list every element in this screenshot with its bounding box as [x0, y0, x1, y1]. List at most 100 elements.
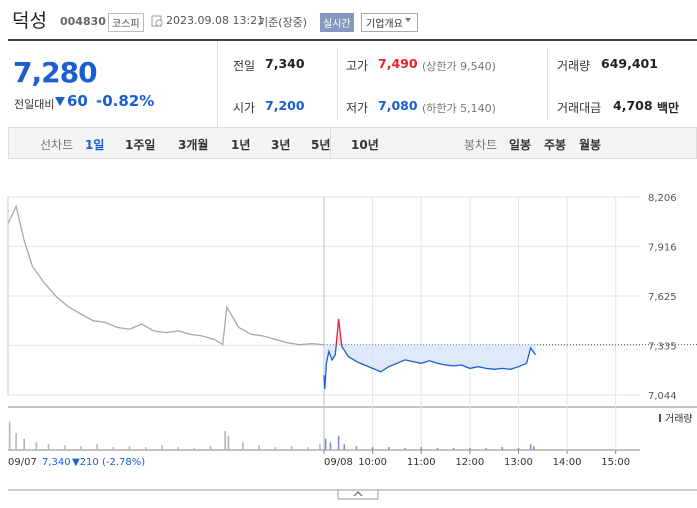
x-tick-label: 09/08	[324, 457, 353, 468]
collapse-button[interactable]	[337, 489, 379, 500]
volume-label: 거래량	[665, 413, 693, 425]
volume-bar	[452, 448, 455, 450]
volume-bar	[533, 446, 535, 450]
tab[interactable]: 1주일	[125, 138, 156, 152]
y-tick-label: 7,044	[648, 391, 677, 402]
volume-bar	[319, 444, 321, 450]
volume-bar	[337, 435, 340, 450]
stat-value: 7,340	[265, 56, 305, 71]
prev-date: 09/07	[8, 457, 37, 468]
volume-bar	[96, 444, 98, 450]
collapse-caret	[353, 491, 363, 497]
stat-value: 7,490	[378, 56, 418, 71]
x-tick-label: 12:00	[455, 457, 484, 468]
divider	[330, 128, 331, 158]
market-badge: 코스피	[108, 13, 144, 32]
stat-unit: 백만	[657, 101, 680, 115]
volume-legend-swatch	[659, 414, 661, 422]
stat-label: 거래대금	[557, 101, 602, 115]
volume-bar	[529, 444, 532, 450]
stat-value: 7,080	[378, 98, 418, 113]
tab-group-label: 선차트	[40, 138, 74, 152]
stat-label: 거래량	[557, 59, 591, 73]
stat-sub: (상한가 9,540)	[422, 60, 496, 73]
volume-bar	[15, 432, 17, 450]
volume-bar	[290, 446, 293, 450]
area-fill	[324, 319, 536, 389]
change-percent: -0.82%	[96, 92, 155, 110]
realtime-badge[interactable]: 실시간	[320, 13, 354, 32]
tab[interactable]: 3년	[271, 138, 291, 152]
volume-bar	[35, 442, 38, 450]
volume-bar	[355, 446, 358, 450]
stat-value: 4,708	[613, 98, 653, 113]
stat-sub: (하한가 5,140)	[422, 102, 496, 115]
volume-bar	[485, 448, 487, 450]
volume-bar	[404, 448, 406, 450]
volume-bar	[224, 431, 226, 450]
volume-bar	[63, 445, 66, 450]
volume-bar	[23, 438, 26, 450]
volume-bar	[227, 435, 230, 450]
volume-bar	[420, 447, 423, 450]
tab-group-label: 봉차트	[464, 138, 498, 152]
caret	[405, 18, 411, 22]
current-price: 7,280	[13, 56, 98, 89]
x-tick-label: 15:00	[601, 457, 630, 468]
volume-bar	[258, 445, 260, 450]
prev-close: 7,340	[42, 457, 71, 468]
volume-bar	[128, 446, 131, 450]
stat-value: 7,200	[265, 98, 305, 113]
stat-label: 시가	[233, 101, 256, 115]
volume-bar	[329, 442, 332, 450]
stock-code: 004830	[60, 15, 106, 28]
volume-bar	[436, 448, 439, 450]
divider	[337, 48, 338, 120]
volume-bar	[324, 438, 327, 450]
x-tick-label: 13:00	[504, 457, 533, 468]
volume-bar	[8, 421, 11, 450]
change-label: 전일대비	[14, 98, 55, 111]
tab[interactable]: 1년	[231, 138, 251, 152]
tab[interactable]: 5년	[311, 138, 331, 152]
volume-bar	[469, 448, 471, 450]
company-info-button[interactable]: 기업개요	[361, 13, 418, 32]
y-tick-label: 7,916	[648, 242, 677, 253]
volume-bar	[501, 447, 504, 450]
volume-bar	[193, 448, 196, 450]
volume-bar	[47, 444, 50, 450]
volume-bar	[144, 447, 147, 450]
x-tick-label: 14:00	[553, 457, 582, 468]
price-line	[323, 318, 537, 389]
tab[interactable]: 일봉	[509, 138, 532, 152]
change-value: 60	[67, 92, 88, 110]
prev-change: ▼210 (-2.78%)	[72, 457, 145, 468]
price-line	[7, 204, 324, 346]
y-tick-label: 7,625	[648, 292, 677, 303]
volume-bar	[161, 445, 163, 450]
tab-bar	[8, 127, 697, 159]
header-rule	[8, 39, 697, 41]
basis: 기준(장중)	[258, 16, 308, 29]
y-tick-label: 7,335	[648, 341, 677, 352]
tab[interactable]: 10년	[351, 138, 379, 152]
stat-label: 저가	[346, 101, 369, 115]
divider	[547, 48, 548, 120]
tab[interactable]: 1일	[85, 138, 105, 152]
stat-value: 649,401	[601, 56, 658, 71]
clock-icon	[151, 15, 163, 27]
tab[interactable]: 주봉	[544, 138, 567, 152]
stat-label: 전일	[233, 59, 256, 73]
datetime: 2023.09.08 13:21	[166, 14, 265, 27]
tab[interactable]: 3개월	[178, 138, 209, 152]
volume-bar	[517, 448, 520, 450]
x-tick-label: 10:00	[358, 457, 387, 468]
x-tick-label: 11:00	[407, 457, 436, 468]
volume-bar	[80, 446, 82, 450]
volume-bar	[242, 442, 244, 450]
stock-name: 덕성	[12, 10, 47, 32]
tab[interactable]: 월봉	[579, 138, 602, 152]
y-tick-label: 8,206	[648, 193, 677, 204]
